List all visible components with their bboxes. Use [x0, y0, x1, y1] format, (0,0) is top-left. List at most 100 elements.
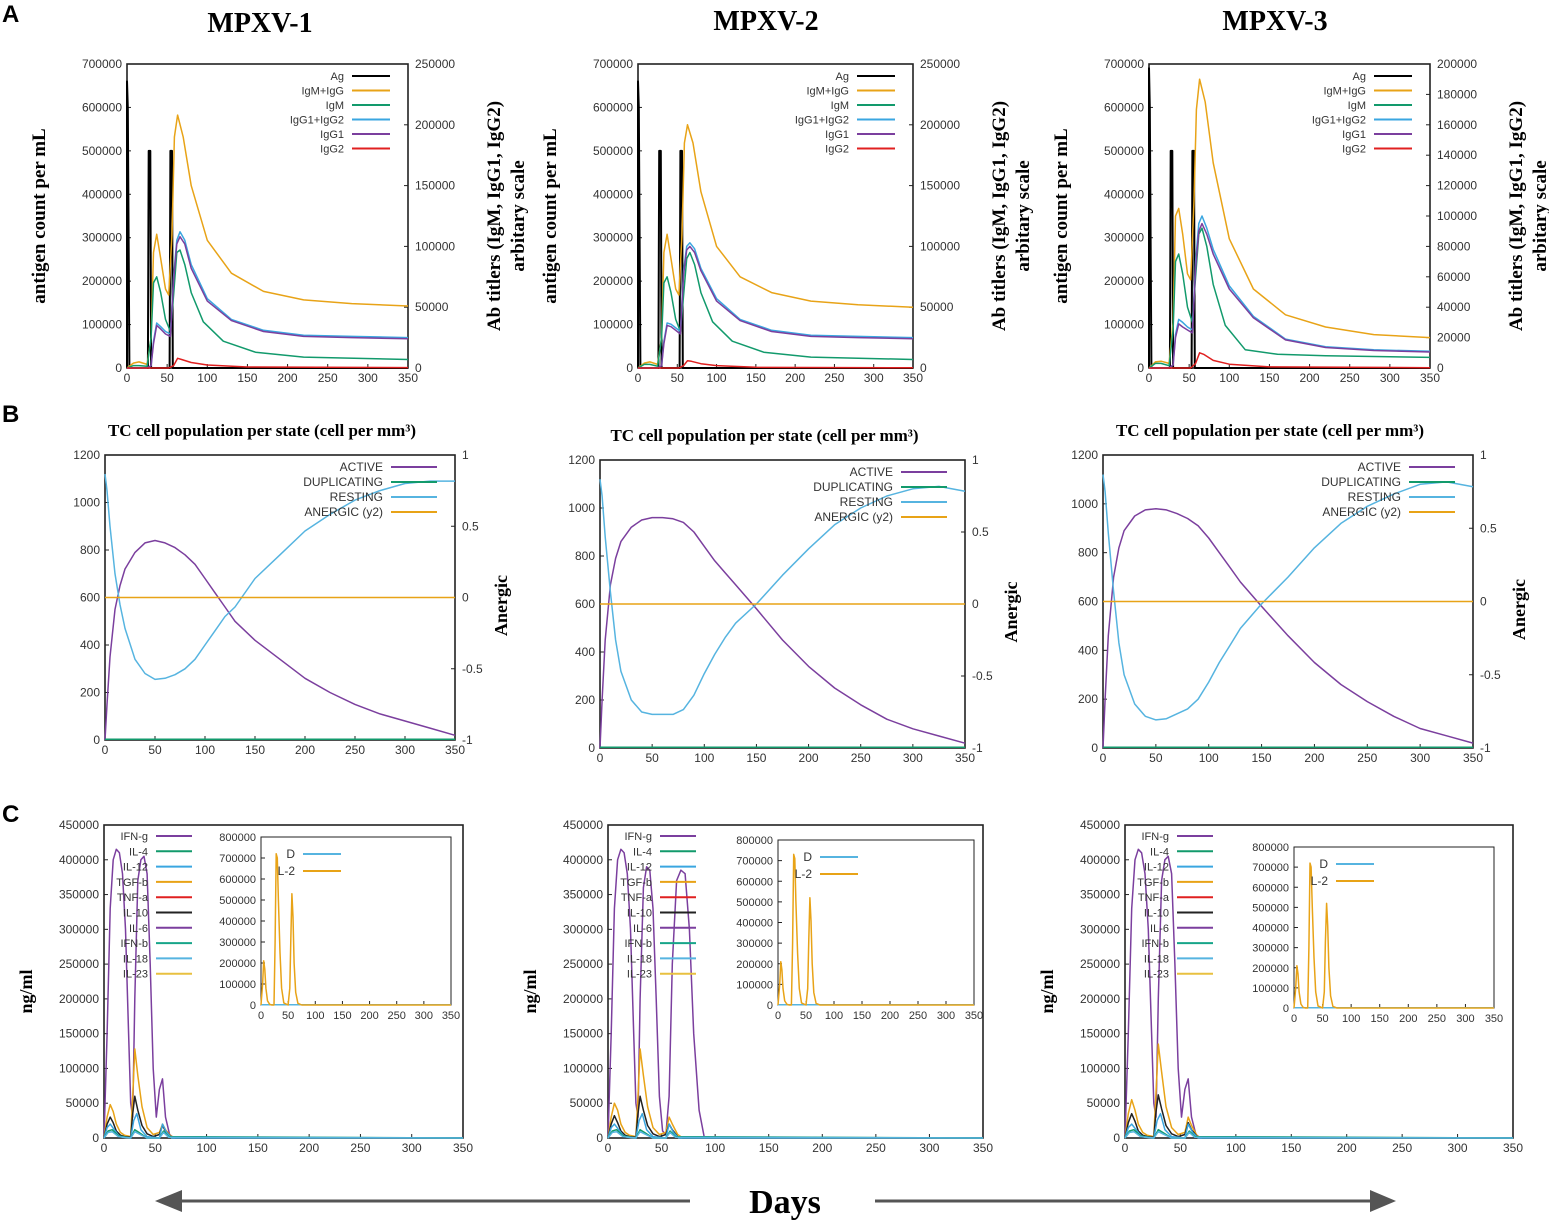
y2-tick-label-a3: 120000	[1437, 179, 1477, 193]
x-tick-label-c2-inset: 300	[937, 1010, 955, 1022]
x-tick-label-c2: 150	[759, 1141, 779, 1155]
y-tick-label-c1: 350000	[59, 888, 99, 902]
x-tick-label-c3-inset: 0	[1291, 1013, 1297, 1025]
y-tick-label-c1: 450000	[59, 818, 99, 832]
legend-label-c1-ifn-g: IFN-g	[121, 831, 149, 843]
legend-label-a3-igm: IgM	[1348, 100, 1366, 112]
x-tick-label-c1-inset: 300	[415, 1010, 433, 1022]
x-tick-label-a3: 50	[1182, 371, 1196, 385]
legend-label-c2-inset-l-2: L-2	[795, 867, 813, 881]
y-tick-label-a2: 400000	[593, 187, 633, 201]
y-tick-label-c2-inset: 300000	[736, 938, 773, 950]
x-tick-label-b1: 250	[345, 743, 365, 757]
y-tick-label-b1: 600	[80, 591, 100, 605]
y-tick-label-c1-inset: 800000	[219, 832, 256, 844]
y-axis-label-a2: antigen count per mL	[540, 128, 561, 303]
y-tick-label-c3: 0	[1113, 1131, 1120, 1145]
series-c1-ifn-g	[103, 848, 463, 1139]
legend-label-c3-tgf-b: TGF-b	[1137, 877, 1169, 889]
y-tick-label-c1-inset: 100000	[219, 979, 256, 991]
y-tick-label-a1: 100000	[82, 318, 122, 332]
legend-label-c3-il-4: IL-4	[1150, 846, 1169, 858]
y-tick-label-b3: 800	[1078, 546, 1098, 560]
x-tick-label-b2: 0	[597, 751, 604, 765]
legend-label-c2-il-18: IL-18	[627, 953, 652, 965]
y-tick-label-c3-inset: 800000	[1252, 842, 1289, 854]
y-tick-label-c3-inset: 300000	[1252, 943, 1289, 955]
y-tick-label-c2-inset: 500000	[736, 897, 773, 909]
y2-tick-label-a1: 200000	[415, 118, 455, 132]
x-tick-label-a3: 200	[1300, 371, 1320, 385]
y-tick-label-a2: 700000	[593, 57, 633, 71]
chart-b3: 0 50 100 150 200 250 300 350 0 200 400 600 800 1000 12…	[1071, 421, 1529, 765]
x-tick-label-c3-inset: 50	[1316, 1013, 1328, 1025]
x-tick-label-b2: 150	[746, 751, 766, 765]
chart-a3: 0 50 100 150 200 250 300 3500100000200000300000…	[1051, 57, 1549, 385]
legend-label-a3-ag: Ag	[1353, 71, 1366, 83]
legend-label-b2-duplicating: DUPLICATING	[813, 480, 893, 494]
chart-title-b2: TC cell population per state (cell per m…	[610, 426, 918, 445]
legend-label-c3-il-6: IL-6	[1150, 923, 1169, 935]
legend-label-b2-anergic-y2: ANERGIC (y2)	[814, 510, 893, 524]
x-tick-label-b2: 250	[851, 751, 871, 765]
y-tick-label-b3: 1000	[1071, 497, 1098, 511]
y-tick-label-c2-inset: 400000	[736, 918, 773, 930]
x-tick-label-b3: 250	[1357, 751, 1377, 765]
x-tick-label-c3-inset: 200	[1399, 1013, 1417, 1025]
x-tick-label-c1: 0	[101, 1141, 108, 1155]
y-tick-label-c3: 300000	[1080, 922, 1120, 936]
y2-tick-label-a3: 140000	[1437, 148, 1477, 162]
legend-label-a3-igg1: IgG1	[1342, 129, 1366, 141]
y2-tick-label-b2: 0	[972, 597, 979, 611]
legend-label-c1-inset-d: D	[286, 847, 295, 861]
legend-label-c1-il-23: IL-23	[123, 969, 148, 981]
y2-tick-label-a3: 200000	[1437, 57, 1477, 71]
y-tick-label-b2: 200	[575, 693, 595, 707]
y-tick-label-a2: 200000	[593, 274, 633, 288]
y2-tick-label-b1: 0	[462, 591, 469, 605]
y2-tick-label-b3: -0.5	[1480, 668, 1501, 682]
x-tick-label-b2: 100	[694, 751, 714, 765]
x-tick-label-c1-inset: 50	[282, 1010, 294, 1022]
y-tick-label-c3: 350000	[1080, 888, 1120, 902]
x-tick-label-c1: 250	[350, 1141, 370, 1155]
chart-c1-inset: 0 50 100 150 200 250 300 350 0 100000 200000 300000…	[219, 832, 460, 1022]
x-tick-label-a2: 100	[707, 371, 727, 385]
y2-tick-label-a3: 20000	[1437, 331, 1471, 345]
y-tick-label-c3-inset: 500000	[1252, 902, 1289, 914]
legend-label-c2-ifn-b: IFN-b	[625, 938, 653, 950]
legend-label-c2-il-4: IL-4	[633, 846, 652, 858]
x-tick-label-c3: 200	[1337, 1141, 1357, 1155]
x-tick-label-c1-inset: 0	[258, 1010, 264, 1022]
series-c2-il-12	[607, 1112, 983, 1139]
y2-tick-label-a2: 0	[920, 361, 927, 375]
series-c3-il-4	[1124, 1128, 1514, 1139]
x-tick-label-b1: 150	[245, 743, 265, 757]
y2-tick-label-a2: 50000	[920, 300, 954, 314]
series-c3-tgf-b	[1124, 1043, 1513, 1139]
y-tick-label-c1: 150000	[59, 1027, 99, 1041]
legend-label-a1-igg1: IgG1	[320, 129, 344, 141]
legend-label-c3-ifn-g: IFN-g	[1142, 831, 1170, 843]
series-c2-il-4	[607, 1128, 984, 1139]
series-a2-igg1	[638, 245, 914, 369]
series-c3-il-12	[1124, 1112, 1513, 1139]
legend-label-b3-active: ACTIVE	[1358, 460, 1401, 474]
x-tick-label-a2: 0	[635, 371, 642, 385]
y-tick-label-b2: 800	[575, 549, 595, 563]
x-tick-label-a3: 250	[1340, 371, 1360, 385]
x-tick-label-c2: 350	[973, 1141, 993, 1155]
series-a2-igg2	[638, 359, 914, 369]
series-a1-ag	[126, 80, 408, 369]
legend-label-a2-igg2: IgG2	[825, 144, 849, 156]
y2-tick-label-b1: 1	[462, 448, 469, 462]
legend-label-c3-il-23: IL-23	[1144, 969, 1169, 981]
series-c3-il-18	[1124, 1130, 1514, 1139]
x-tick-label-b1: 350	[445, 743, 465, 757]
x-tick-label-a3: 300	[1380, 371, 1400, 385]
x-tick-label-b3: 150	[1252, 751, 1272, 765]
legend-label-c1-il-18: IL-18	[123, 953, 148, 965]
chart-title-b3: TC cell population per state (cell per m…	[1116, 421, 1424, 440]
y2-tick-label-a1: 150000	[415, 179, 455, 193]
legend-label-c2-tnf-a: TNF-a	[621, 892, 653, 904]
